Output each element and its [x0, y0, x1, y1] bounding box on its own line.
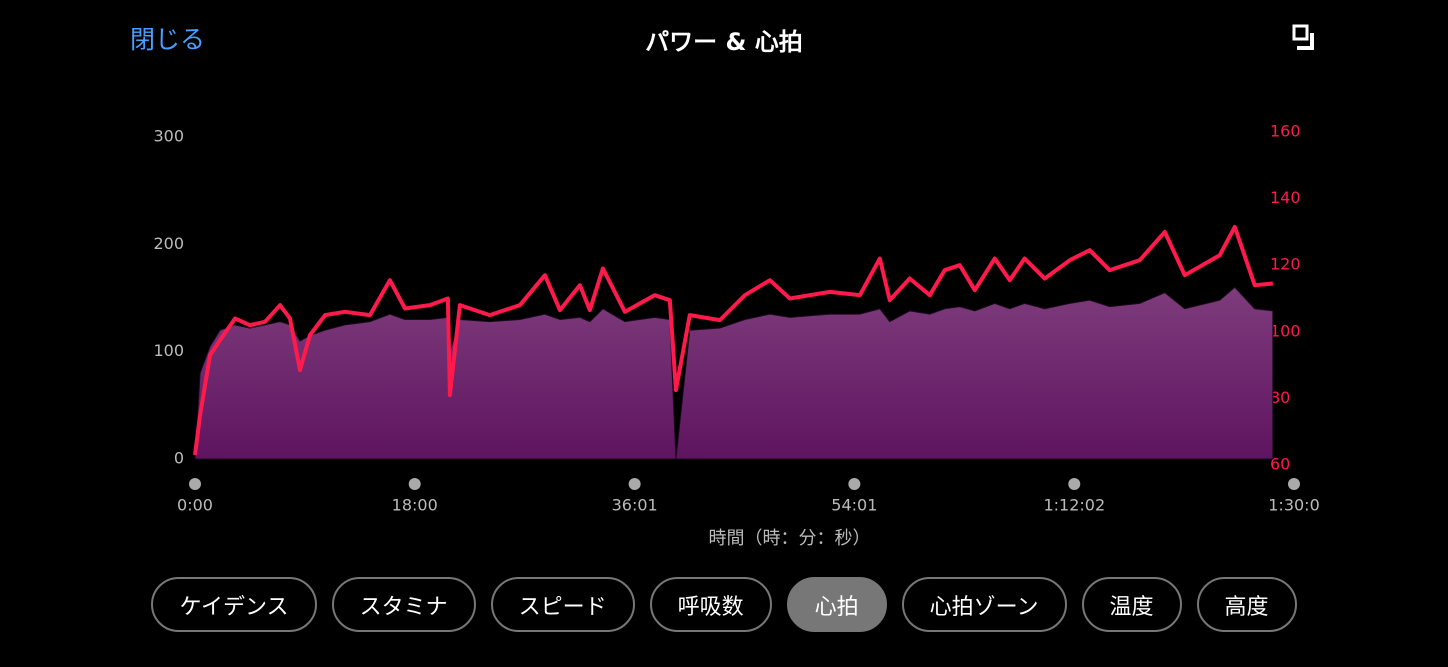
chart: 0 100 200 300 60 80 100 120 140 160 0:00 18:00 36:01… [153, 24, 1320, 549]
x-tick-dot [628, 478, 641, 490]
expand-icon[interactable] [1292, 24, 1314, 50]
y2-tick-label: 60 [1270, 455, 1290, 474]
x-tick-label: 1:30:0 [1268, 496, 1320, 515]
screen-title: パワー & 心拍 [645, 28, 803, 56]
x-tick-dot [1068, 478, 1081, 490]
x-tick-label: 36:01 [612, 496, 658, 515]
y-tick-label: 0 [174, 449, 184, 468]
metric-button[interactable]: 温度 [1081, 577, 1182, 632]
heart-rate-line [193, 224, 1274, 456]
x-tick-dot [848, 478, 861, 490]
y2-tick-label: 120 [1270, 255, 1301, 274]
x-tick-label: 0:00 [177, 496, 213, 515]
y-tick-label: 300 [153, 127, 184, 146]
metric-button[interactable]: スピード [490, 577, 635, 632]
y2-tick-label: 100 [1270, 321, 1301, 340]
metric-button[interactable]: 高度 [1196, 577, 1297, 632]
y-tick-label: 200 [153, 234, 184, 253]
metric-button[interactable]: スタミナ [331, 577, 476, 632]
x-tick-dot [1288, 478, 1300, 490]
close-button[interactable]: 閉じる [130, 25, 206, 54]
y-tick-label: 100 [153, 341, 184, 360]
x-tick-label: 18:00 [392, 496, 438, 515]
x-axis-label: 時間（時：分：秒） [709, 528, 871, 549]
metric-button[interactable]: 呼吸数 [649, 577, 772, 632]
metric-button[interactable]: ケイデンス [151, 577, 317, 632]
metric-button[interactable]: 心拍 [786, 577, 887, 632]
x-tick-dot [189, 478, 201, 490]
x-tick-label: 1:12:02 [1043, 496, 1105, 515]
x-tick-dot [408, 478, 421, 490]
metric-buttons: ケイデンス スタミナ スピード 呼吸数 心拍 心拍ゾーン 温度 高度 [0, 577, 1448, 632]
y2-tick-label: 140 [1270, 188, 1301, 207]
x-tick-label: 54:01 [831, 496, 877, 515]
y2-tick-label: 160 [1270, 122, 1301, 141]
metric-button[interactable]: 心拍ゾーン [901, 577, 1067, 632]
y2-tick-label: 80 [1270, 388, 1290, 407]
